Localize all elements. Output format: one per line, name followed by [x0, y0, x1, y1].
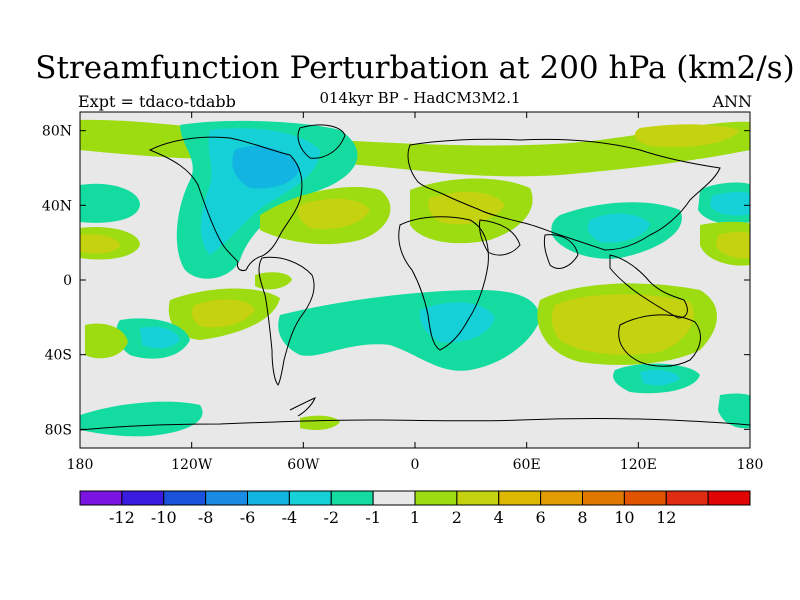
- colorbar-label: 12: [656, 508, 676, 527]
- contour-core-south-africa-negative: [419, 302, 495, 343]
- contour-core-west-pacific-20n-positive: [80, 234, 120, 254]
- colorbar-label: -10: [151, 508, 177, 527]
- colorbar-swatch: [623, 490, 667, 506]
- contour-band-south-pacific-far-west-positive: [85, 323, 128, 359]
- contour-core-south-pacific-positive: [191, 299, 255, 328]
- coastline-australia: [618, 314, 701, 367]
- axis-ticks-lon: 180 120W 60W 0 60E 120E 180: [67, 112, 764, 473]
- lat-tick-label: 80N: [42, 124, 72, 140]
- plot-subtitle: 014kyr BP - HadCM3M2.1: [319, 89, 521, 107]
- axis-ticks-lat: 80N 40N 0 40S 80S: [42, 124, 750, 438]
- coastline-north-america: [148, 136, 303, 271]
- coastline-antarctica: [80, 418, 750, 431]
- colorbar-label: -2: [323, 508, 339, 527]
- contour-core-east-pacific-negative: [710, 192, 750, 216]
- colorbar-swatch: [456, 490, 500, 506]
- colorbar-swatch: [288, 490, 332, 506]
- plot-title: Streamfunction Perturbation at 200 hPa (…: [35, 50, 795, 86]
- colorbar-label: 1: [410, 508, 420, 527]
- contour-core-australia-positive: [551, 294, 694, 355]
- lat-tick-label: 0: [63, 273, 72, 289]
- contour-core-south-pacific-west-negative: [140, 326, 180, 349]
- colorbar-label: -6: [240, 508, 256, 527]
- lon-tick-label: 180: [67, 457, 94, 473]
- coastline-africa: [398, 216, 489, 351]
- colorbar-swatch: [582, 490, 625, 506]
- contour-core-china-negative: [587, 213, 650, 243]
- colorbar-swatch: [414, 490, 458, 506]
- lat-tick-label: 40S: [45, 348, 72, 364]
- colorbar-label: -4: [282, 508, 298, 527]
- coastlines: [80, 124, 750, 431]
- colorbar-label: -8: [198, 508, 214, 527]
- season-label: ANN: [712, 92, 752, 111]
- coastline-arabia: [479, 219, 521, 256]
- contour-band-south-pacific-east-negative: [718, 393, 750, 429]
- contour-band-pacific-40n-negative: [80, 183, 140, 223]
- colorbar-label: 2: [452, 508, 462, 527]
- lon-tick-label: 0: [411, 457, 420, 473]
- colorbar-swatch: [372, 490, 416, 506]
- colorbar-label: 4: [494, 508, 504, 527]
- lat-tick-label: 40N: [42, 198, 72, 214]
- colorbar-swatch: [707, 490, 751, 506]
- colorbar-swatch: [330, 490, 374, 506]
- colorbar-swatch: [163, 490, 207, 506]
- contour-band-equatorial-atlantic-positive: [255, 272, 292, 290]
- coastline-antarctic-peninsula: [289, 397, 316, 417]
- contour-band-antarctic-positive: [300, 415, 340, 430]
- colorbar-swatch: [498, 490, 542, 506]
- contour-core-north-atlantic-positive: [298, 198, 370, 230]
- colorbar-swatch: [540, 490, 583, 506]
- colorbar-label: 8: [577, 508, 587, 527]
- colorbar: -12 -10 -8 -6 -4 -2 -1 1 2 4 6 8 10 12: [79, 490, 751, 527]
- coastline-india: [543, 234, 579, 269]
- experiment-label: Expt = tdaco-tdabb: [78, 92, 236, 111]
- colorbar-label: 10: [614, 508, 634, 527]
- contour-core-mediterranean-positive: [428, 191, 505, 225]
- colorbar-swatch: [205, 490, 248, 506]
- coastline-south-america: [258, 256, 315, 386]
- lon-tick-label: 120E: [620, 457, 657, 473]
- lon-tick-label: 60E: [513, 457, 541, 473]
- coastline-southeast-asia: [609, 254, 688, 319]
- contour-core-arctic-positive: [634, 124, 740, 148]
- contour-core-southern-indian-negative: [640, 370, 680, 386]
- colorbar-label: -12: [109, 508, 135, 527]
- colorbar-swatch: [665, 490, 709, 506]
- contour-core-east-pacific-20n-positive: [716, 231, 750, 259]
- coastline-europe-asia: [407, 138, 721, 251]
- lon-tick-label: 180: [737, 457, 764, 473]
- contour-core-canada-negative: [232, 146, 300, 189]
- lat-tick-label: 80S: [45, 422, 72, 438]
- colorbar-label: 6: [536, 508, 546, 527]
- colorbar-swatch: [121, 490, 165, 506]
- lon-tick-label: 120W: [171, 457, 213, 473]
- colorbar-swatch: [247, 490, 290, 506]
- coastline-greenland: [297, 124, 346, 159]
- colorbar-label: -1: [365, 508, 381, 527]
- colorbar-swatch: [79, 490, 123, 506]
- lon-tick-label: 60W: [287, 457, 320, 473]
